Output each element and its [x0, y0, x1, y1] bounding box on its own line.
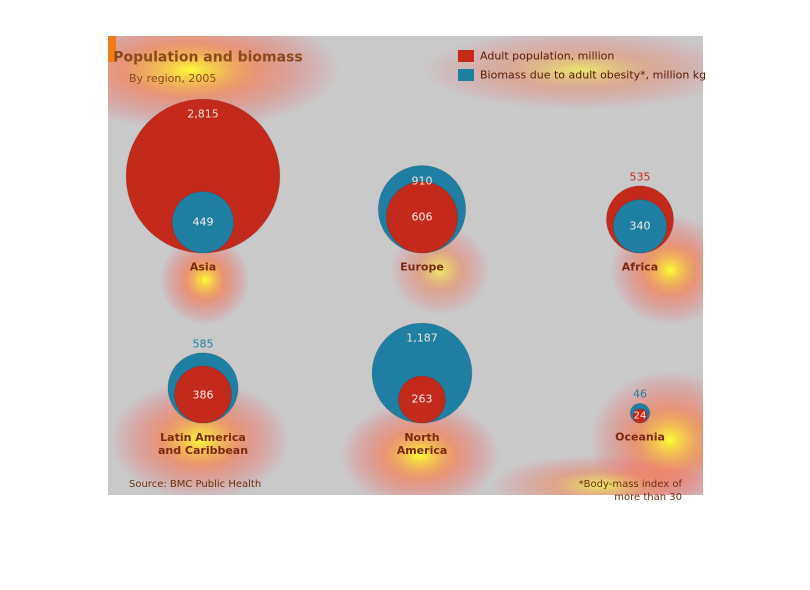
category-label cat: Europe	[400, 260, 444, 274]
value-label: 606	[411, 210, 433, 224]
category-label cat: North America	[396, 431, 448, 457]
value-label: 340	[629, 219, 651, 233]
category-label cat: Africa	[621, 260, 659, 274]
value-label: 585	[192, 337, 214, 351]
accent-bar	[108, 36, 116, 62]
category-label cat: Latin America and Caribbean	[157, 431, 249, 457]
bubble	[174, 365, 232, 424]
value-label: 2,815	[187, 107, 219, 121]
value-label: 449	[192, 215, 214, 229]
value-label: 535	[629, 170, 651, 184]
legend-label: Adult population, million	[480, 49, 615, 63]
source: Source: BMC Public Health	[129, 479, 262, 490]
value-label: 263	[411, 392, 433, 406]
value-label: 24	[633, 410, 647, 422]
bubble	[397, 375, 447, 424]
value-label: 910	[411, 174, 433, 188]
bubble	[632, 408, 648, 424]
bubble	[385, 181, 459, 254]
legend-swatch	[458, 69, 474, 81]
value-label: 386	[192, 388, 214, 401]
chart-subtitle: By region, 2005	[129, 72, 217, 85]
chart-title: Population and biomass	[113, 49, 303, 66]
bubble	[171, 191, 235, 254]
legend-swatch	[458, 50, 474, 62]
legend-label: Biomass due to adult obesity*, million k…	[480, 68, 707, 82]
category-label cat: Asia	[189, 260, 217, 274]
value-label: 1,187	[406, 331, 438, 345]
footnote: *Body-mass index of more than 30	[578, 479, 682, 503]
category-label cat: Oceania	[615, 430, 665, 444]
bubble	[612, 199, 668, 254]
value-label: 46	[633, 387, 647, 401]
